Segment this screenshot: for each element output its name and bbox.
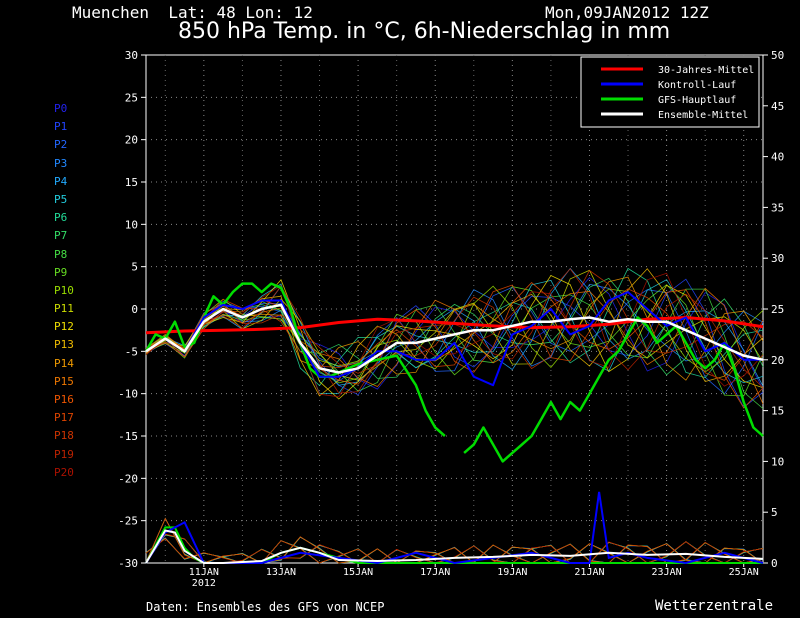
member-precip-p1 [145, 537, 764, 564]
y2-tick-label: 15 [771, 405, 784, 418]
legend-label: GFS-Hauptlauf [658, 95, 736, 106]
member-label-p5: P5 [54, 192, 68, 206]
member-label-p1: P1 [54, 120, 68, 134]
y-tick-label: -25 [118, 515, 138, 528]
y-tick-label: 30 [125, 49, 138, 62]
chart-title: 850 hPa Temp. in °C, 6h-Niederschlag in … [178, 19, 671, 44]
x-tick-label: 13JAN [266, 567, 296, 578]
member-line-p0 [145, 277, 764, 390]
precip-line-ensemble-mittel [145, 529, 764, 564]
legend-label: Kontroll-Lauf [658, 80, 736, 91]
member-label-p18: P18 [54, 429, 74, 443]
y2-tick-label: 50 [771, 49, 784, 62]
y-tick-label: -10 [118, 388, 138, 401]
member-label-p20: P20 [54, 465, 74, 479]
member-precip-p7 [145, 537, 764, 564]
series-line-ensemble-mittel [145, 303, 764, 374]
y-tick-label: 15 [125, 176, 138, 189]
member-precip-p6 [145, 517, 764, 564]
y-tick-label: 20 [125, 134, 138, 147]
y-tick-label: -30 [118, 557, 138, 570]
member-label-p0: P0 [54, 102, 68, 115]
member-label-p6: P6 [54, 211, 68, 225]
series-line-30-jahres-mittel [145, 316, 764, 335]
member-precip-p15 [145, 517, 764, 564]
y2-tick-label: 10 [771, 455, 784, 468]
y2-tick-label: 20 [771, 354, 784, 367]
x-tick-label: 15JAN [343, 567, 373, 578]
x-tick-label: 11JAN [189, 567, 219, 578]
x-tick-label: 21JAN [574, 567, 604, 578]
member-label-p14: P14 [54, 356, 74, 370]
y2-tick-label: 30 [771, 252, 784, 265]
y2-tick-label: 45 [771, 100, 784, 113]
run-datetime: Mon,09JAN2012 12Z [545, 3, 709, 22]
member-precip-p18 [145, 517, 764, 564]
x-tick-label: 23JAN [652, 567, 682, 578]
member-label-p4: P4 [54, 174, 68, 188]
member-precip-p9 [145, 517, 764, 564]
member-label-p13: P13 [54, 338, 74, 352]
brand-label: Wetterzentrale [655, 598, 774, 614]
member-label-p19: P19 [54, 447, 74, 461]
member-precip-p3 [145, 517, 764, 564]
y-tick-label: 25 [125, 91, 138, 104]
y2-tick-label: 40 [771, 151, 784, 164]
y2-tick-label: 35 [771, 201, 784, 214]
member-precip-p19 [145, 538, 764, 564]
x-tick-label: 25JAN [729, 567, 759, 578]
member-label-p9: P9 [54, 265, 68, 279]
member-label-p17: P17 [54, 411, 74, 425]
member-label-p2: P2 [54, 138, 68, 152]
member-label-p10: P10 [54, 283, 74, 297]
member-precip-p16 [145, 538, 764, 564]
y-tick-label: 0 [131, 303, 138, 316]
location-label: Muenchen Lat: 48 Lon: 12 [72, 3, 313, 22]
x-tick-sublabel: 2012 [192, 578, 216, 589]
y2-tick-label: 25 [771, 303, 784, 316]
member-line-p16 [145, 282, 764, 409]
y-tick-label: -20 [118, 472, 138, 485]
y2-tick-label: 5 [771, 506, 778, 519]
member-label-p12: P12 [54, 320, 74, 334]
member-label-p7: P7 [54, 229, 68, 243]
member-label-p8: P8 [54, 247, 68, 261]
member-precip-p0 [145, 517, 764, 564]
member-line-p15 [145, 287, 764, 405]
member-precip-p10 [145, 537, 764, 564]
member-label-p3: P3 [54, 156, 68, 170]
member-line-p2 [145, 286, 764, 395]
precip-line-kontroll-lauf [145, 491, 764, 565]
data-source-label: Daten: Ensembles des GFS von NCEP [146, 600, 385, 614]
y-tick-label: -15 [118, 430, 138, 443]
member-label-p11: P11 [54, 302, 74, 316]
member-label-p15: P15 [54, 374, 74, 388]
ensemble-member-list: P0 P1 P2 P3 P4 P5 P6 P7 P8 P9 P10 P11 P12 P13 P14 P15 P1… [54, 100, 74, 482]
member-line-p20 [145, 272, 764, 398]
series-line-kontroll-lauf [145, 291, 763, 387]
member-precip-p13 [145, 538, 764, 564]
legend-label: 30-Jahres-Mittel [658, 65, 754, 76]
member-precip-p12 [145, 517, 764, 564]
x-tick-label: 17JAN [420, 567, 450, 578]
y-tick-label: 5 [131, 261, 138, 274]
y-tick-label: -5 [125, 345, 138, 358]
member-precip-p4 [145, 537, 764, 564]
y-tick-label: 10 [125, 218, 138, 231]
member-line-p18 [145, 269, 764, 374]
member-label-p16: P16 [54, 393, 74, 406]
legend-label: Ensemble-Mittel [658, 110, 748, 121]
x-tick-label: 19JAN [497, 567, 527, 578]
y2-tick-label: 0 [771, 557, 778, 570]
